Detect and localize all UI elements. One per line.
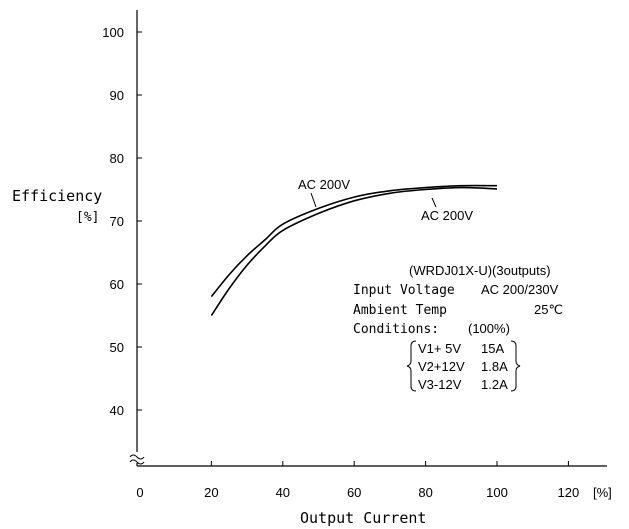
axis-break-mark-upper	[129, 454, 145, 460]
x-tick-label: 60	[347, 485, 361, 500]
input-voltage-label: Input Voltage	[353, 283, 455, 298]
conditions-label: Conditions:	[353, 322, 439, 337]
y-axis-title: Efficiency	[12, 187, 102, 205]
ambient-temp-value: 25℃	[534, 302, 563, 317]
x-tick-label: 100	[486, 485, 508, 500]
series-layer	[210, 184, 498, 316]
series-label-lower: AC 200V	[421, 208, 473, 223]
output-v2-current: 1.8A	[481, 359, 508, 374]
ambient-temp-label: Ambient Temp	[353, 303, 447, 318]
outputs-left-brace	[406, 340, 417, 392]
x-axis-unit: [%]	[593, 485, 612, 500]
y-tick-label: 50	[110, 340, 124, 355]
conditions-value: (100%)	[468, 321, 510, 336]
output-v3-name: V3-12V	[418, 377, 462, 392]
y-axis-unit: [%]	[76, 210, 99, 225]
y-tick-label: 60	[110, 277, 124, 292]
conditions-annotation: (WRDJ01X-U)(3outputs) Input Voltage AC 2…	[353, 263, 563, 392]
x-tick-label: 80	[418, 485, 432, 500]
series-label-upper-leader	[310, 192, 317, 208]
x-tick-label: 20	[204, 485, 218, 500]
y-tick-label: 40	[110, 403, 124, 418]
y-tick-label: 100	[102, 25, 124, 40]
series-label-upper: AC 200V	[298, 177, 350, 192]
labels-layer: Efficiency [%] Output Current [%] AC 200…	[12, 177, 612, 527]
model-label: (WRDJ01X-U)(3outputs)	[409, 263, 551, 278]
y-tick-label: 90	[110, 88, 124, 103]
axis-break-mark-lower	[129, 459, 145, 465]
input-voltage-value: AC 200/230V	[481, 282, 559, 297]
output-v1-name: V1+ 5V	[418, 341, 461, 356]
output-v2-name: V2+12V	[418, 359, 465, 374]
series-line-lower	[210, 186, 498, 316]
output-v3-current: 1.2A	[481, 377, 508, 392]
y-tick-label: 70	[110, 214, 124, 229]
output-v1-current: 15A	[481, 341, 504, 356]
axes: 40 50 60 70 80 90 100 0 20 40 60 80 100 120	[102, 10, 607, 500]
y-tick-label: 80	[110, 151, 124, 166]
x-axis-title: Output Current	[300, 509, 426, 527]
series-line-upper	[210, 184, 498, 298]
outputs-right-brace	[510, 340, 521, 392]
x-tick-label: 40	[276, 485, 290, 500]
x-tick-label: 120	[558, 485, 580, 500]
x-tick-label: 0	[136, 485, 143, 500]
series-label-lower-leader	[431, 197, 437, 208]
